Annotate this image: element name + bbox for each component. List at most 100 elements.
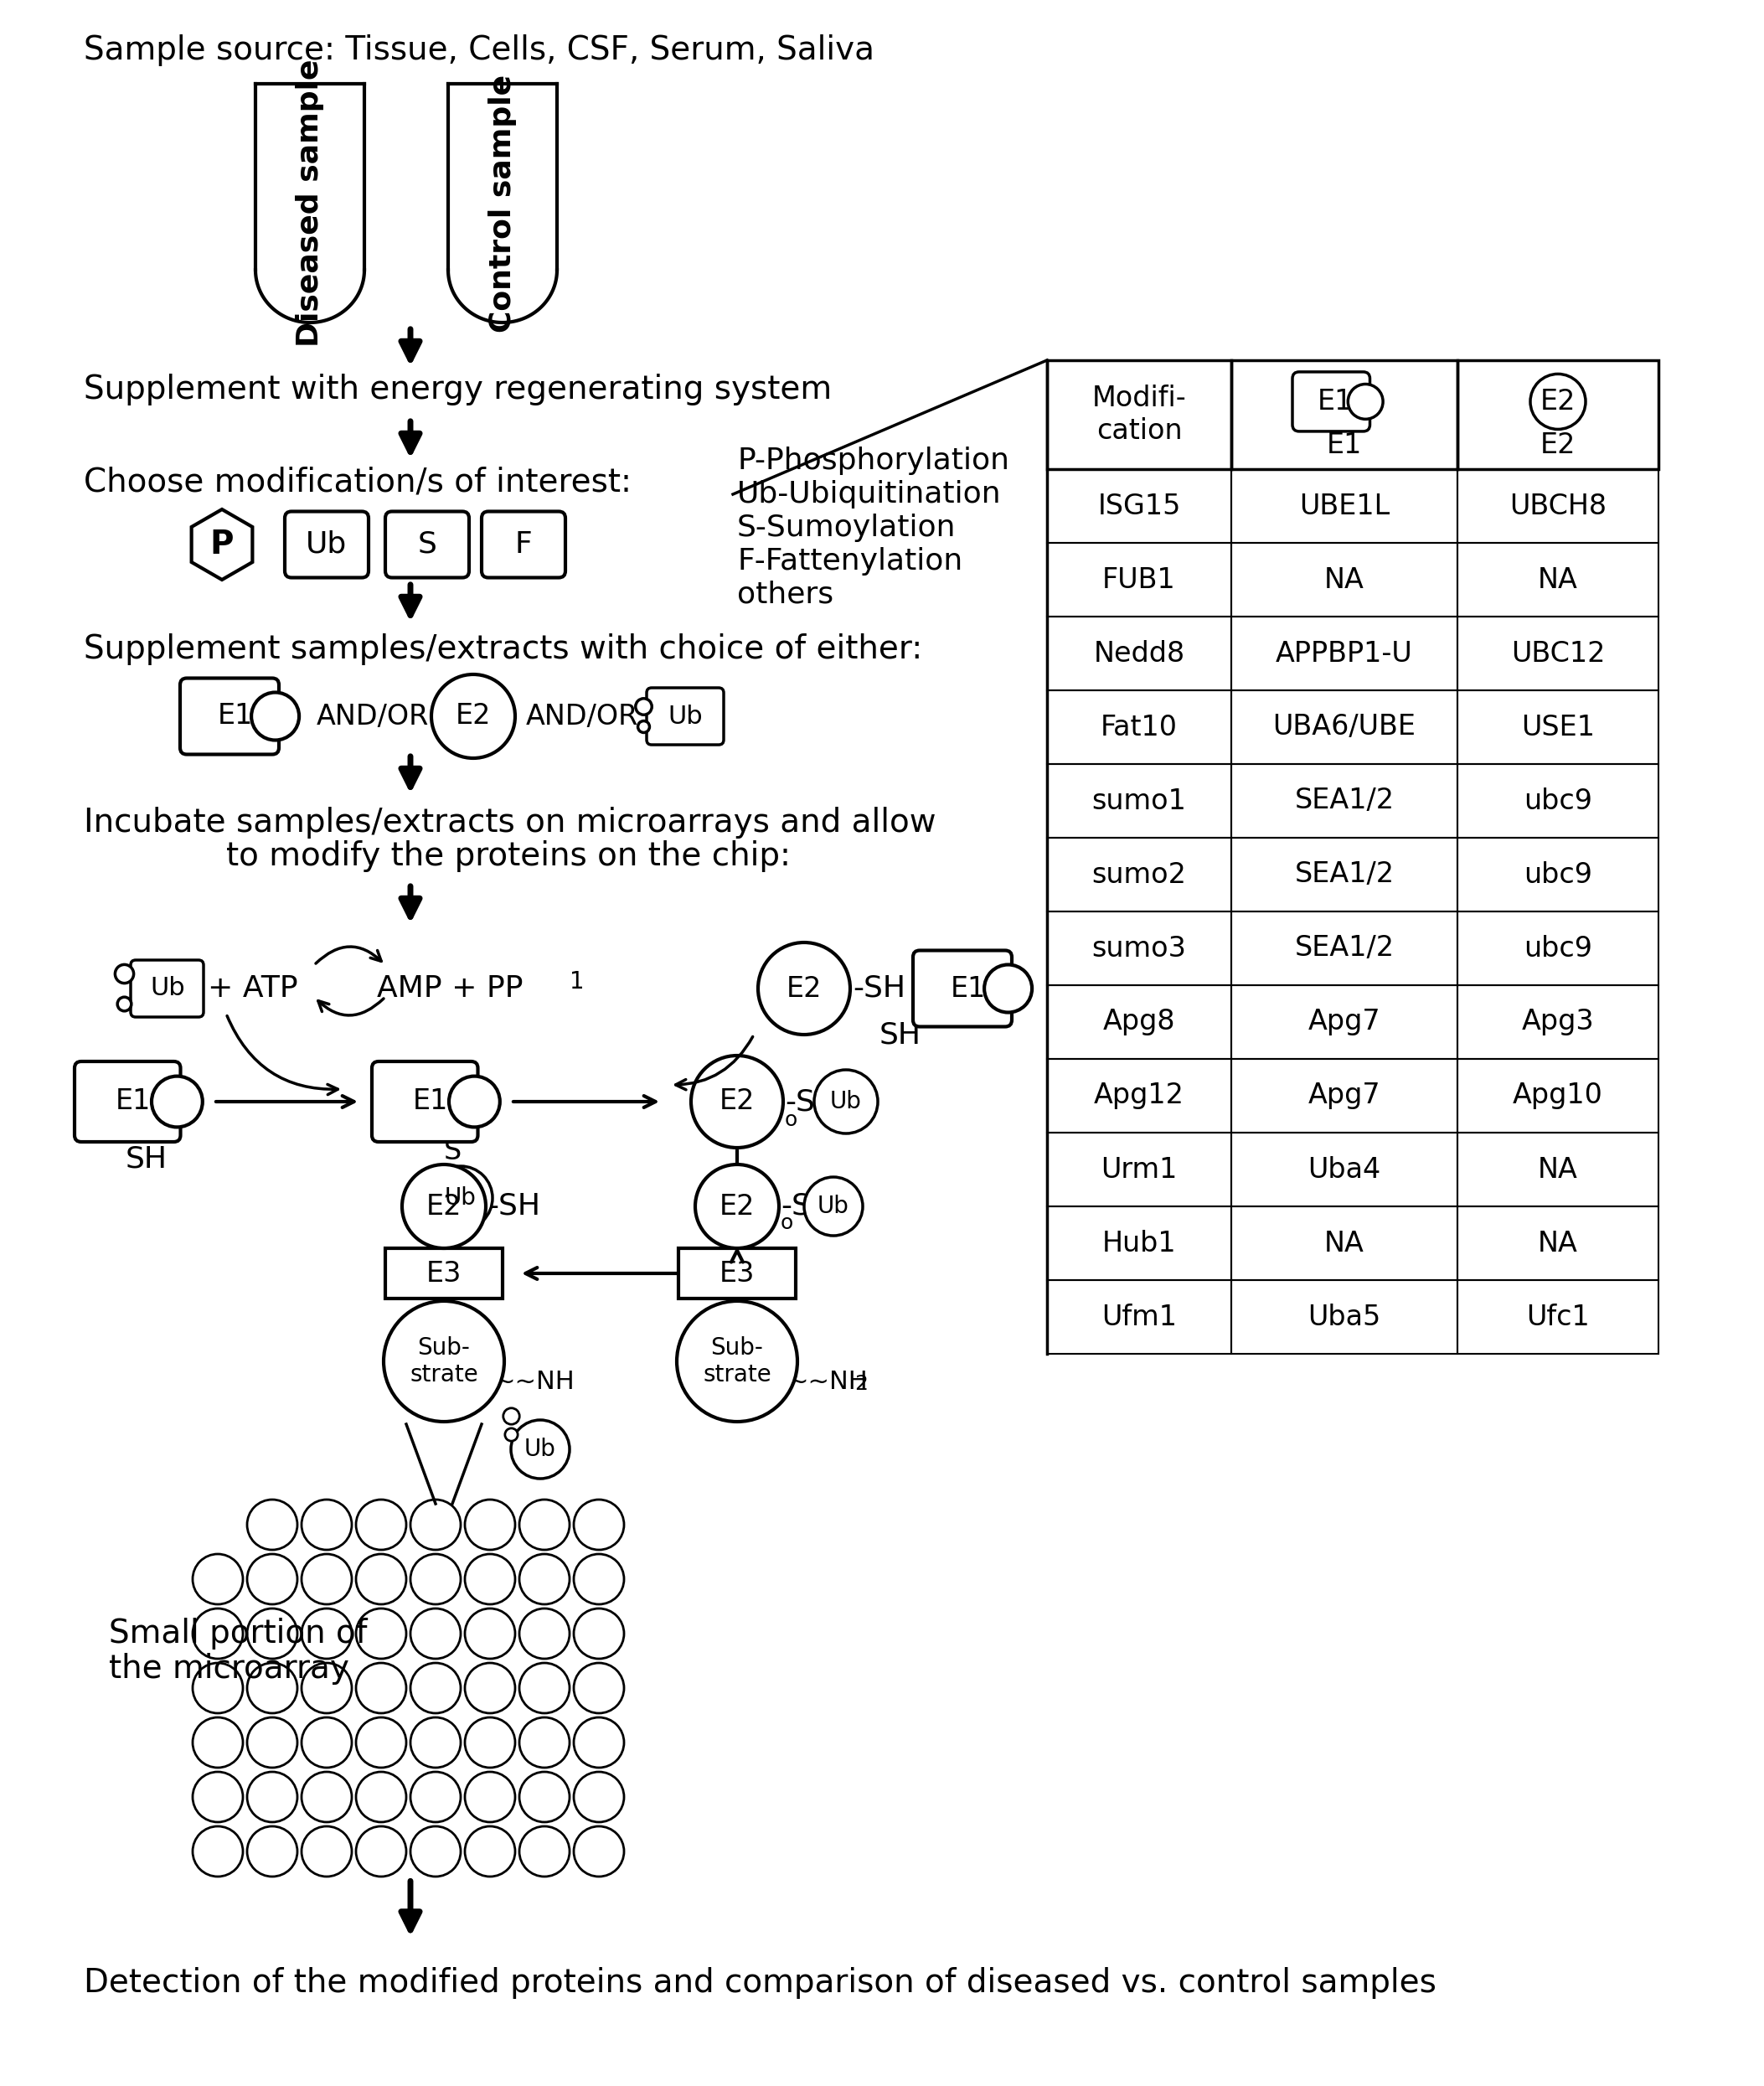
Text: SH: SH [880, 1020, 921, 1049]
Text: E3: E3 [720, 1260, 755, 1287]
Bar [1048, 1281, 1231, 1354]
Text: -SH: -SH [487, 1191, 540, 1220]
Text: UBE1L: UBE1L [1298, 492, 1390, 519]
FancyBboxPatch shape [647, 688, 723, 745]
Circle shape [250, 693, 300, 741]
Circle shape [691, 1056, 783, 1147]
Bar [1048, 839, 1231, 912]
Text: 1: 1 [570, 970, 584, 993]
Text: -S: -S [781, 1191, 811, 1220]
Bar [1048, 1133, 1231, 1206]
Text: NA: NA [1538, 1156, 1579, 1183]
Polygon shape [192, 509, 252, 580]
Bar [1457, 912, 1658, 985]
Circle shape [804, 1177, 863, 1235]
Text: ~~NH: ~~NH [787, 1371, 868, 1393]
Text: sumo3: sumo3 [1092, 935, 1187, 962]
Text: UBA6/UBE: UBA6/UBE [1274, 713, 1416, 741]
Text: ~~NH: ~~NH [494, 1371, 575, 1393]
FancyBboxPatch shape [372, 1062, 478, 1141]
Text: Apg7: Apg7 [1309, 1008, 1381, 1037]
Text: Small portion of: Small portion of [109, 1619, 367, 1650]
Text: SH: SH [125, 1145, 168, 1172]
Circle shape [429, 1166, 492, 1231]
Text: E1: E1 [217, 703, 252, 730]
Text: to modify the proteins on the chip:: to modify the proteins on the chip: [226, 841, 790, 872]
Bar [1048, 763, 1231, 839]
FancyBboxPatch shape [482, 511, 566, 578]
Text: sumo2: sumo2 [1092, 862, 1187, 889]
Text: AND/OR: AND/OR [526, 703, 639, 730]
Bar [1231, 617, 1457, 690]
Text: + ATP: + ATP [208, 974, 298, 1003]
Text: Supplement with energy regenerating system: Supplement with energy regenerating syst… [83, 373, 833, 405]
Text: others: others [737, 580, 834, 609]
FancyBboxPatch shape [385, 511, 469, 578]
Bar [1048, 361, 1231, 469]
Text: Sub-
strate: Sub- strate [702, 1335, 771, 1387]
Text: NA: NA [1538, 565, 1579, 595]
Bar [1231, 1060, 1457, 1133]
Text: o: o [446, 1160, 459, 1181]
Text: Apg7: Apg7 [1309, 1083, 1381, 1110]
Text: Uba4: Uba4 [1307, 1156, 1381, 1183]
Text: NA: NA [1325, 565, 1364, 595]
Text: E2: E2 [1540, 432, 1575, 459]
Bar [1457, 1133, 1658, 1206]
Text: E1: E1 [1327, 432, 1362, 459]
Bar [1048, 542, 1231, 617]
Text: UBC12: UBC12 [1510, 640, 1605, 668]
Text: Apg10: Apg10 [1514, 1083, 1603, 1110]
Text: the microarray: the microarray [109, 1652, 349, 1685]
FancyBboxPatch shape [284, 511, 369, 578]
Bar [1231, 912, 1457, 985]
Circle shape [383, 1302, 505, 1423]
Text: E2: E2 [455, 703, 490, 730]
Text: SEA1/2: SEA1/2 [1295, 862, 1394, 889]
Circle shape [984, 964, 1032, 1012]
Text: UBCH8: UBCH8 [1510, 492, 1607, 519]
Text: SEA1/2: SEA1/2 [1295, 786, 1394, 816]
Bar [1457, 469, 1658, 542]
Text: NA: NA [1325, 1229, 1364, 1258]
Text: APPBP1-U: APPBP1-U [1275, 640, 1413, 668]
Text: Ub-Ubiquitination: Ub-Ubiquitination [737, 480, 1002, 509]
Text: E1: E1 [116, 1087, 152, 1116]
Text: Sub-
strate: Sub- strate [409, 1335, 478, 1387]
Text: Apg12: Apg12 [1094, 1083, 1184, 1110]
Text: E1: E1 [1318, 388, 1353, 415]
Circle shape [1348, 384, 1383, 419]
Text: S-Sumoylation: S-Sumoylation [737, 513, 956, 542]
Text: F-Fattenylation: F-Fattenylation [737, 547, 963, 576]
Text: ISG15: ISG15 [1097, 492, 1180, 519]
Text: -SH: -SH [852, 974, 905, 1003]
Text: E1: E1 [951, 974, 986, 1003]
FancyBboxPatch shape [914, 951, 1013, 1026]
Text: sumo1: sumo1 [1092, 786, 1187, 816]
Text: ubc9: ubc9 [1524, 935, 1593, 962]
Text: Ub: Ub [445, 1187, 476, 1210]
Text: Ub: Ub [831, 1089, 863, 1114]
Bar [1457, 1060, 1658, 1133]
Text: Ub: Ub [524, 1437, 556, 1460]
Text: E2: E2 [787, 974, 822, 1003]
Bar [1457, 1281, 1658, 1354]
Bar [1231, 361, 1457, 469]
Bar [1231, 763, 1457, 839]
Text: o: o [781, 1214, 794, 1233]
Bar [1457, 839, 1658, 912]
Text: Incubate samples/extracts on microarrays and allow: Incubate samples/extracts on microarrays… [83, 807, 937, 839]
Circle shape [152, 1076, 203, 1126]
Bar [1457, 361, 1658, 469]
Text: o: o [785, 1110, 797, 1131]
Circle shape [512, 1421, 570, 1479]
Text: 2: 2 [854, 1375, 868, 1393]
Bar [1231, 1206, 1457, 1281]
FancyArrowPatch shape [228, 1016, 339, 1095]
Text: -S: -S [785, 1087, 815, 1116]
Text: SEA1/2: SEA1/2 [1295, 935, 1394, 962]
Bar [1048, 690, 1231, 763]
Text: Ub: Ub [150, 976, 185, 1001]
FancyArrowPatch shape [316, 947, 381, 964]
Circle shape [402, 1164, 485, 1247]
